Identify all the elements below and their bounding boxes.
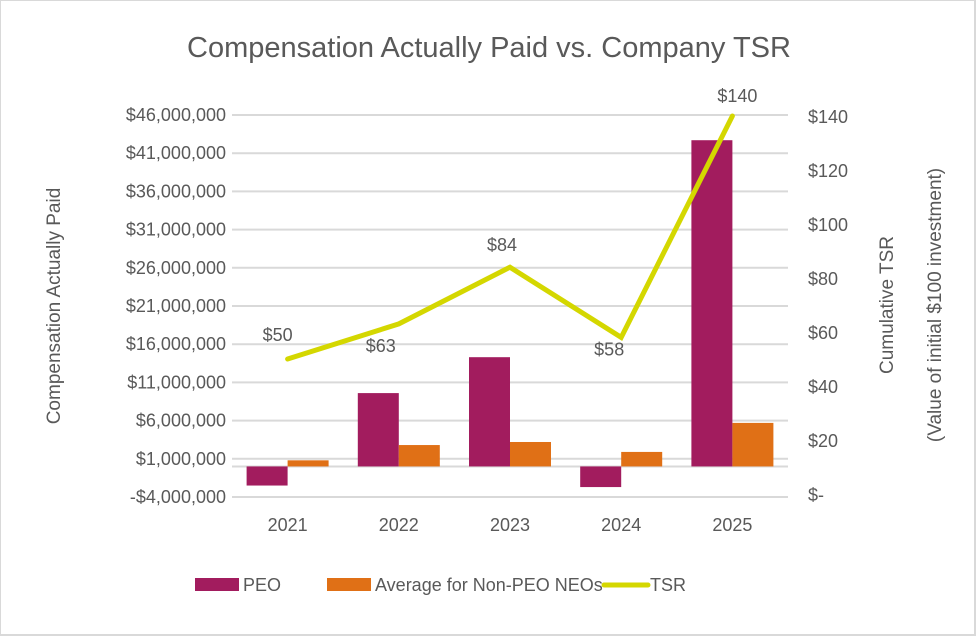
right-tick-label: $80 [808, 269, 838, 289]
bar-non-peo-neos-2024 [621, 451, 663, 467]
tsr-data-label-2021: $50 [263, 325, 293, 345]
right-axis-title-line2: (Value of initial $100 investment) [925, 168, 946, 442]
left-tick-label: $41,000,000 [126, 143, 226, 163]
bars [246, 140, 774, 488]
right-tick-label: $100 [808, 215, 848, 235]
left-tick-label: $36,000,000 [126, 181, 226, 201]
chart-title: Compensation Actually Paid vs. Company T… [187, 32, 791, 64]
legend-label-peo: PEO [243, 575, 281, 595]
left-tick-label: $21,000,000 [126, 296, 226, 316]
bar-non-peo-neos-2025 [732, 422, 774, 467]
legend: PEO Average for Non-PEO NEOs TSR [195, 575, 686, 595]
bar-non-peo-neos-2023 [510, 441, 551, 467]
x-tick-label: 2025 [712, 515, 752, 535]
x-tick-label: 2021 [268, 515, 308, 535]
bar-peo-2025 [691, 140, 733, 467]
x-tick-label: 2023 [490, 515, 530, 535]
x-tick-label: 2024 [601, 515, 641, 535]
left-tick-label: $16,000,000 [126, 334, 226, 354]
legend-label-tsr: TSR [650, 575, 686, 595]
legend-swatch-peo [195, 578, 239, 591]
left-tick-label: -$4,000,000 [130, 487, 226, 507]
left-axis-ticks: -$4,000,000 $1,000,000 $6,000,000 $11,000,0… [126, 105, 226, 507]
right-tick-label: $140 [808, 107, 848, 127]
tsr-data-label-2024: $58 [594, 339, 624, 359]
bar-peo-2022 [357, 393, 399, 467]
right-tick-label: $20 [808, 431, 838, 451]
bar-non-peo-neos-2022 [398, 445, 440, 467]
left-tick-label: $6,000,000 [136, 411, 226, 431]
x-axis-ticks: 2021 2022 2023 2024 2025 [268, 515, 753, 535]
right-tick-label: $60 [808, 323, 838, 343]
right-tick-label: $120 [808, 161, 848, 181]
bar-peo-2024 [580, 466, 622, 488]
left-tick-label: $11,000,000 [127, 372, 226, 392]
right-axis-ticks: $- $20 $40 $60 $80 $100 $120 $140 [808, 107, 848, 505]
bar-peo-2023 [469, 357, 510, 467]
left-tick-label: $46,000,000 [126, 105, 226, 125]
left-tick-label: $1,000,000 [136, 449, 226, 469]
legend-swatch-non-peo-neos [327, 578, 371, 591]
left-tick-label: $31,000,000 [126, 220, 226, 240]
bar-non-peo-neos-2021 [287, 460, 329, 467]
left-tick-label: $26,000,000 [126, 258, 226, 278]
right-tick-label: $40 [808, 377, 838, 397]
tsr-data-label-2025: $140 [717, 86, 757, 106]
right-tick-label: $- [808, 485, 824, 505]
x-tick-label: 2022 [379, 515, 419, 535]
tsr-data-label-2023: $84 [487, 235, 517, 255]
tsr-line [285, 113, 735, 362]
tsr-line-group: $50 $63 $84 $58 $140 [263, 86, 757, 362]
right-axis-title-line1: Cumulative TSR [877, 236, 898, 374]
legend-label-non-peo-neos: Average for Non-PEO NEOs [375, 575, 603, 595]
tsr-data-label-2022: $63 [366, 336, 396, 356]
bar-peo-2021 [246, 466, 288, 486]
left-axis-title: Compensation Actually Paid [44, 188, 65, 425]
